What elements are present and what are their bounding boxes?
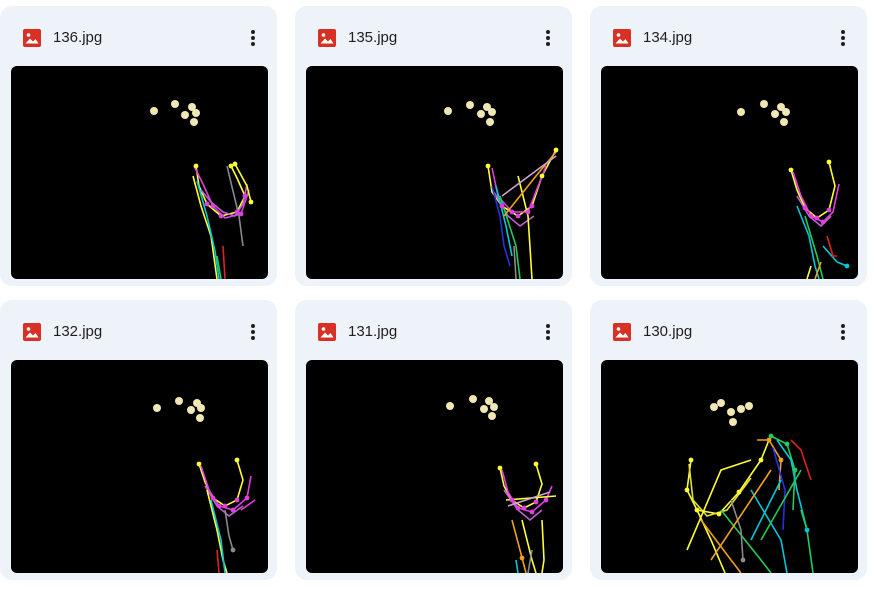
thumbnail-image — [153, 397, 256, 573]
file-card-header: 131.jpg — [295, 300, 572, 356]
file-name: 130.jpg — [643, 323, 693, 340]
thumbnail-image — [150, 100, 254, 279]
more-vert-icon — [251, 324, 255, 340]
file-name: 131.jpg — [348, 323, 398, 340]
image-thumbnail[interactable] — [601, 360, 858, 573]
image-file-icon — [613, 29, 631, 47]
file-name: 135.jpg — [348, 29, 398, 46]
thumbnail-image — [446, 395, 557, 573]
more-vert-icon — [841, 30, 845, 46]
more-options-button[interactable] — [831, 318, 855, 346]
file-card-header: 135.jpg — [295, 6, 572, 62]
image-file-icon — [613, 323, 631, 341]
more-vert-icon — [546, 324, 550, 340]
image-thumbnail[interactable] — [11, 66, 268, 279]
image-thumbnail[interactable] — [306, 360, 563, 573]
image-thumbnail[interactable] — [306, 66, 563, 279]
file-card[interactable]: 131.jpg — [295, 300, 572, 580]
more-options-button[interactable] — [241, 318, 265, 346]
image-file-icon — [318, 29, 336, 47]
more-options-button[interactable] — [536, 318, 560, 346]
thumbnail-image — [737, 100, 850, 279]
file-card-header: 130.jpg — [590, 300, 867, 356]
image-thumbnail[interactable] — [11, 360, 268, 573]
file-card[interactable]: 134.jpg — [590, 6, 867, 286]
more-options-button[interactable] — [241, 24, 265, 52]
file-name: 136.jpg — [53, 29, 103, 46]
more-options-button[interactable] — [536, 24, 560, 52]
more-vert-icon — [841, 324, 845, 340]
more-options-button[interactable] — [831, 24, 855, 52]
more-vert-icon — [546, 30, 550, 46]
file-card[interactable]: 136.jpg — [0, 6, 277, 286]
file-card-header: 134.jpg — [590, 6, 867, 62]
file-name: 134.jpg — [643, 29, 693, 46]
more-vert-icon — [251, 30, 255, 46]
file-card[interactable]: 132.jpg — [0, 300, 277, 580]
thumbnail-image — [444, 101, 559, 279]
file-card-header: 136.jpg — [0, 6, 277, 62]
image-thumbnail[interactable] — [601, 66, 858, 279]
file-card[interactable]: 135.jpg — [295, 6, 572, 286]
file-card-header: 132.jpg — [0, 300, 277, 356]
image-file-icon — [23, 29, 41, 47]
thumbnail-image — [684, 399, 814, 573]
image-file-icon — [23, 323, 41, 341]
file-name: 132.jpg — [53, 323, 103, 340]
image-file-icon — [318, 323, 336, 341]
file-card[interactable]: 130.jpg — [590, 300, 867, 580]
